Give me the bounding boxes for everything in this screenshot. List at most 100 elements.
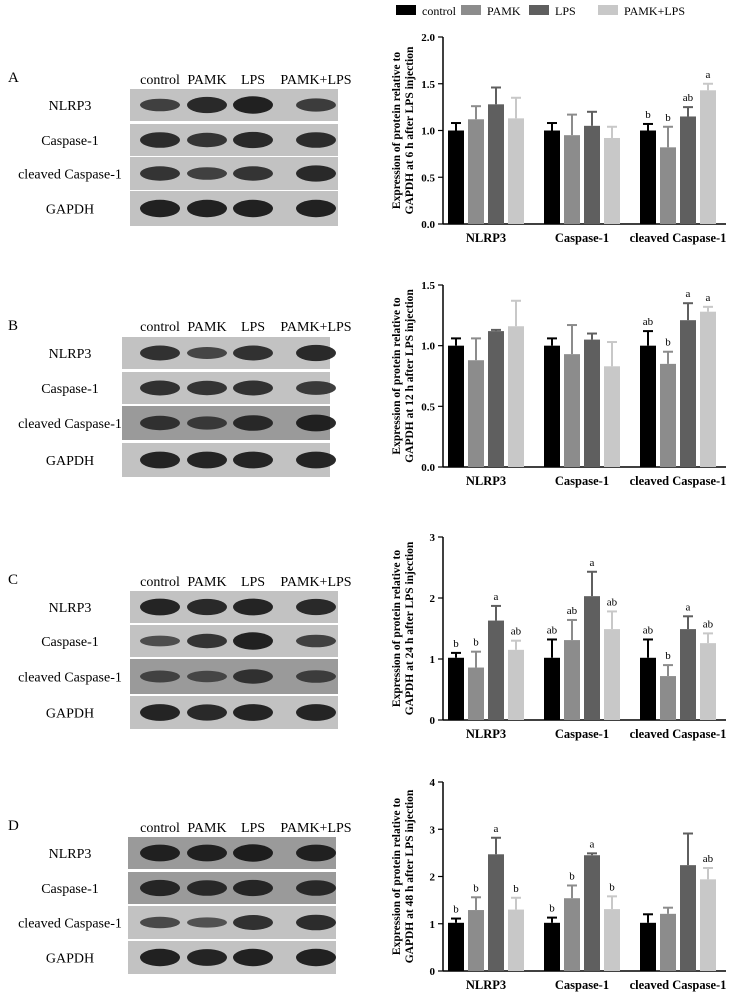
- bar: [468, 910, 484, 971]
- bar: [604, 909, 620, 971]
- significance-letter: b: [453, 638, 459, 650]
- x-category-label: cleaved Caspase-1: [630, 474, 727, 488]
- legend-label-0: control: [422, 4, 457, 18]
- y-tick-label: 1: [430, 654, 436, 666]
- blot-band-3: [296, 670, 336, 683]
- row-label-0: NLRP3: [49, 99, 92, 114]
- bar: [564, 640, 580, 720]
- y-axis-label: Expression of protein relative toGAPDH a…: [391, 289, 416, 463]
- bar: [508, 649, 524, 720]
- panel-letter-2: C: [8, 572, 18, 588]
- bar: [680, 320, 696, 467]
- y-tick-label: 1.5: [421, 79, 435, 91]
- y-axis-label-line: GAPDH at 6 h after LPS injection: [404, 46, 416, 214]
- blot-band-2: [233, 166, 273, 181]
- y-tick-label: 0.0: [421, 462, 435, 474]
- row-label-0: NLRP3: [49, 601, 92, 616]
- legend-swatch-2: [529, 5, 549, 15]
- blot-band-0: [140, 844, 180, 862]
- bar: [700, 643, 716, 720]
- significance-letter: b: [665, 650, 671, 662]
- significance-letter: b: [665, 337, 671, 349]
- significance-letter: a: [494, 591, 499, 603]
- y-tick-label: 3: [430, 532, 436, 544]
- lane-label-1: PAMK: [187, 73, 226, 88]
- row-label-1: Caspase-1: [41, 134, 99, 149]
- blot-band-2: [233, 415, 273, 431]
- blot-band-0: [140, 98, 180, 112]
- y-axis-label-line: GAPDH at 12 h after LPS injection: [404, 289, 416, 463]
- x-category-label: cleaved Caspase-1: [630, 727, 727, 741]
- significance-letter: b: [609, 881, 615, 893]
- blot-band-3: [296, 132, 336, 148]
- blot-band-3: [296, 199, 336, 218]
- bar: [660, 363, 676, 467]
- blot-band-0: [140, 704, 180, 721]
- bar: [564, 898, 580, 971]
- significance-letter: a: [590, 838, 595, 850]
- lane-label-1: PAMK: [187, 575, 226, 590]
- blot-band-3: [296, 344, 336, 362]
- lane-label-0: control: [140, 821, 180, 836]
- bar: [468, 119, 484, 224]
- bar: [468, 667, 484, 720]
- bar: [508, 326, 524, 467]
- blot-band-3: [296, 948, 336, 967]
- bar: [660, 913, 676, 971]
- blot-band-1: [187, 380, 227, 396]
- bar: [680, 116, 696, 224]
- row-label-3: GAPDH: [46, 707, 94, 722]
- lane-label-0: control: [140, 575, 180, 590]
- y-tick-label: 0.0: [421, 219, 435, 231]
- blot-band-0: [140, 132, 180, 148]
- blot-band-3: [296, 165, 336, 182]
- x-category-label: Caspase-1: [555, 978, 609, 992]
- blot-band-2: [233, 96, 273, 114]
- lane-label-3: PAMK+LPS: [280, 320, 351, 335]
- significance-letter: ab: [607, 596, 618, 608]
- legend-label-3: PAMK+LPS: [624, 4, 685, 18]
- lane-label-2: LPS: [241, 575, 265, 590]
- y-axis-label-line: Expression of protein relative to: [391, 297, 403, 454]
- lane-label-3: PAMK+LPS: [280, 821, 351, 836]
- x-category-label: NLRP3: [466, 231, 506, 245]
- blot-band-2: [233, 879, 273, 897]
- y-axis-label: Expression of protein relative toGAPDH a…: [391, 541, 416, 715]
- blot-band-0: [140, 598, 180, 616]
- panel-letter-0: A: [8, 70, 19, 86]
- row-label-1: Caspase-1: [41, 635, 99, 650]
- row-label-2: cleaved Caspase-1: [18, 168, 122, 183]
- blot-band-1: [187, 880, 227, 896]
- bar: [564, 135, 580, 224]
- blot-band-1: [187, 451, 227, 469]
- lane-label-3: PAMK+LPS: [280, 575, 351, 590]
- x-category-label: NLRP3: [466, 474, 506, 488]
- blot-band-0: [140, 345, 180, 361]
- y-axis-label-line: Expression of protein relative to: [391, 550, 403, 707]
- y-tick-label: 1.0: [421, 126, 435, 138]
- blot-band-3: [296, 844, 336, 862]
- blot-band-2: [233, 948, 273, 967]
- row-label-1: Caspase-1: [41, 882, 99, 897]
- bar: [468, 360, 484, 467]
- significance-letter: ab: [547, 624, 558, 636]
- blot-band-3: [296, 414, 336, 432]
- y-tick-label: 3: [430, 824, 436, 836]
- row-label-0: NLRP3: [49, 847, 92, 862]
- bar: [584, 596, 600, 720]
- blot-band-1: [187, 347, 227, 359]
- lane-label-2: LPS: [241, 320, 265, 335]
- x-category-label: NLRP3: [466, 978, 506, 992]
- y-axis-label: Expression of protein relative toGAPDH a…: [391, 789, 416, 963]
- significance-letter: b: [549, 903, 555, 915]
- bar: [680, 629, 696, 720]
- bar: [604, 137, 620, 224]
- bar: [604, 366, 620, 467]
- row-label-1: Caspase-1: [41, 382, 99, 397]
- bar: [488, 620, 504, 720]
- bar: [640, 922, 656, 971]
- row-label-3: GAPDH: [46, 952, 94, 967]
- y-tick-label: 1: [430, 919, 436, 931]
- legend-swatch-1: [461, 5, 481, 15]
